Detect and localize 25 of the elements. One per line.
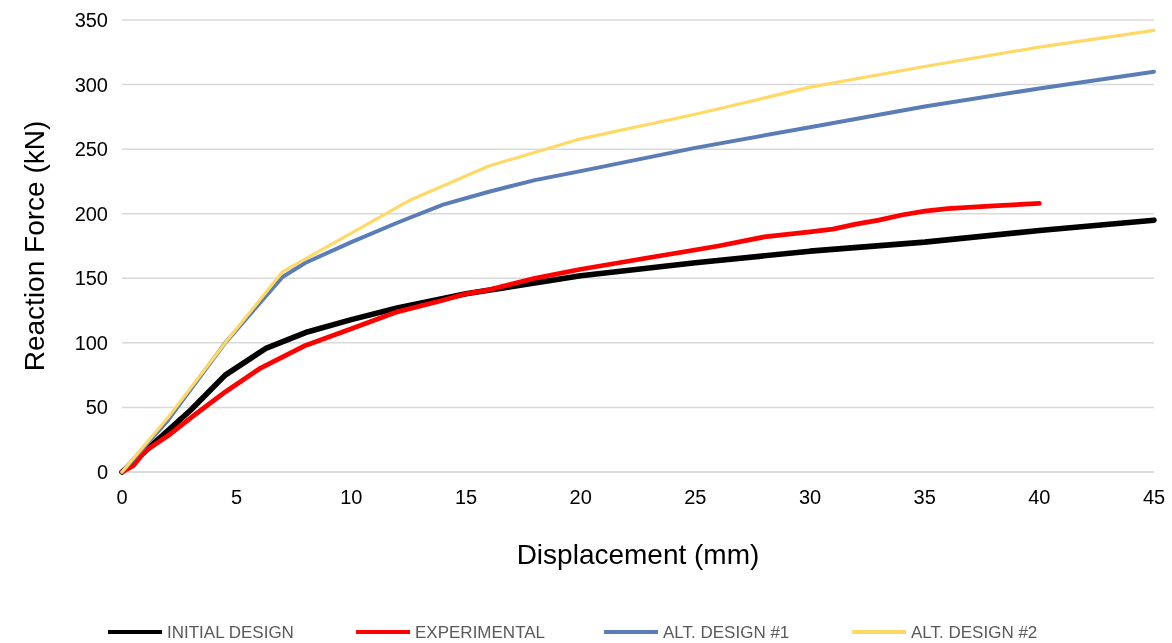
y-tick-label: 250 xyxy=(74,138,108,161)
x-tick-label: 5 xyxy=(231,486,243,508)
x-tick-label: 0 xyxy=(116,486,128,508)
x-tick-label: 45 xyxy=(1142,486,1166,508)
x-tick-label: 30 xyxy=(798,486,822,508)
y-tick-label: 150 xyxy=(74,267,108,290)
y-tick-label: 300 xyxy=(74,73,108,96)
legend-label: EXPERIMENTAL xyxy=(415,622,546,642)
y-tick-label: 350 xyxy=(74,9,108,31)
y-tick-label: 200 xyxy=(74,202,108,225)
y-tick-label: 0 xyxy=(96,461,108,483)
x-tick-label: 20 xyxy=(569,486,592,508)
x-tick-label: 40 xyxy=(1028,486,1051,508)
x-axis-title: Displacement (mm) xyxy=(516,539,760,570)
legend-label: INITIAL DESIGN xyxy=(167,622,294,642)
x-tick-label: 15 xyxy=(454,486,478,508)
legend-label: ALT. DESIGN #2 xyxy=(911,622,1038,642)
y-axis-title: Reaction Force (kN) xyxy=(19,120,50,372)
x-tick-label: 10 xyxy=(340,486,363,508)
line-series xyxy=(119,200,1042,475)
y-tick-label: 100 xyxy=(74,331,108,354)
x-tick-label: 35 xyxy=(913,486,936,508)
legend-label: ALT. DESIGN #1 xyxy=(663,622,790,642)
y-tick-label: 50 xyxy=(85,396,108,419)
x-tick-label: 25 xyxy=(684,486,707,508)
